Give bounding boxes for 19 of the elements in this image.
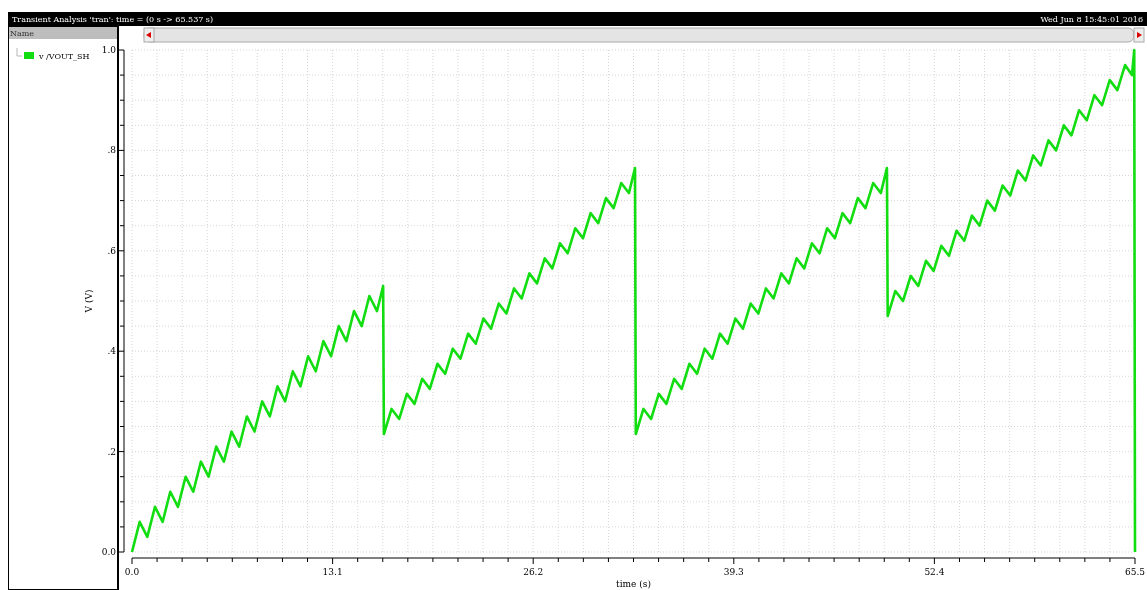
x-tick-label: 26.2 [523,567,544,577]
text: Wed Jun 8 15:45:01 2016 [1040,15,1143,24]
legend-label: v /VOUT_SH [38,52,90,61]
y-tick-label: 0.0 [101,547,117,557]
legend-title: Name [10,29,35,38]
y-tick-label: .8 [107,145,117,156]
y-tick-label: .4 [107,346,117,357]
y-axis-title: V (V) [84,289,94,314]
x-tick-label: 39.3 [723,567,745,577]
chart-title: Transient Analysis 'tran': time = (0 s -> 65.537 s) [12,15,214,24]
x-tick-label: 0.0 [124,567,140,577]
x-tick-label: 13.1 [322,567,343,577]
y-tick-label: .6 [107,245,117,256]
x-axis-title: time (s) [616,579,651,589]
y-tick-label: 1.0 [101,45,117,55]
x-tick-label: 52.4 [924,567,945,577]
line-series [130,48,1137,554]
y-tick-label: .2 [107,446,116,457]
x-tick-label: 65.5 [1124,567,1146,577]
